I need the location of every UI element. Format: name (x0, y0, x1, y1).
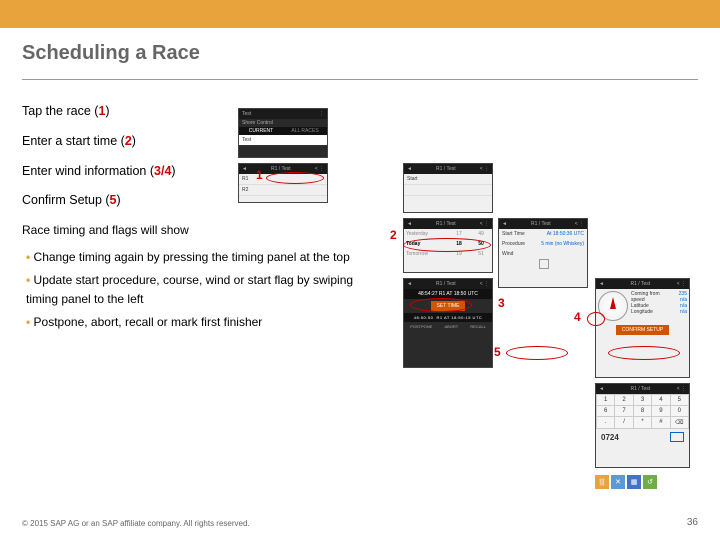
divider (22, 79, 698, 80)
screenshot-1: Test⋮ Shore Control CURRENTALL RACES Tes… (238, 108, 328, 158)
bars-icon: ||| (595, 475, 609, 489)
icon-row: ||| ✕ ▦ ↺ (595, 475, 657, 489)
screenshot-6: ◄R1 / Test< ⋮ 48:54:27 R1 AT 18:50 UTC S… (403, 278, 493, 368)
screenshot-7: ◄R1 / Test< ⋮ Coming from235 speedn/a La… (595, 278, 690, 378)
screenshot-3: ◄R1 / Test< ⋮ Start (403, 163, 493, 213)
page-title: Scheduling a Race (22, 42, 720, 65)
ellipse-3 (410, 298, 472, 312)
ellipse-1 (266, 172, 324, 184)
cross-icon: ✕ (611, 475, 625, 489)
screenshot-8: ◄R1 / Test< ⋮ 12345 67890 ./*#⌫ 0724 (595, 383, 690, 468)
footer-copyright: © 2015 SAP AG or an SAP affiliate compan… (22, 519, 250, 528)
bullet-3: Postpone, abort, recall or mark first fi… (26, 313, 356, 332)
callout-5: 5 (494, 345, 501, 359)
ellipse-4 (587, 312, 605, 326)
callout-2: 2 (390, 228, 397, 242)
step-4: Confirm Setup (5) (22, 189, 720, 213)
callout-4: 4 (574, 310, 581, 324)
page-number: 36 (687, 517, 698, 528)
callout-3: 3 (498, 296, 505, 310)
step-2: Enter a start time (2) (22, 130, 720, 154)
grid-icon: ▦ (627, 475, 641, 489)
step-3: Enter wind information (3/4) (22, 160, 720, 184)
bullet-2: Update start procedure, course, wind or … (26, 271, 356, 309)
bullet-1: Change timing again by pressing the timi… (26, 248, 356, 267)
ellipse-2 (403, 238, 491, 252)
ellipse-5b (608, 346, 680, 360)
step-1: Tap the race (1) (22, 100, 720, 124)
step-5: Race timing and flags will show (22, 219, 720, 242)
reload-icon: ↺ (643, 475, 657, 489)
screenshot-5: ◄R1 / Test< ⋮ Start TimeAt 18:50:36 UTC … (498, 218, 588, 288)
accent-bar (0, 0, 720, 28)
ellipse-5 (506, 346, 568, 360)
keypad: 12345 67890 ./*#⌫ (596, 394, 689, 429)
callout-1: 1 (256, 168, 263, 182)
